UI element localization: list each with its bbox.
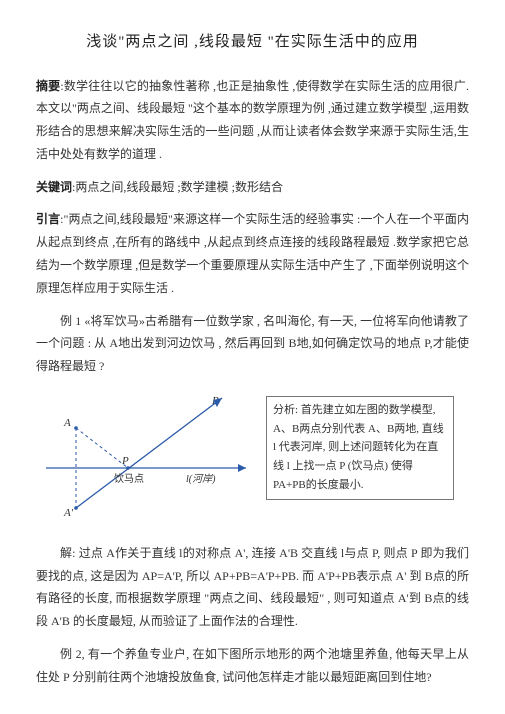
analysis-text: : 首先建立如左图的数学模型, A、B两点分别代表 A、B两地, 直线 l 代表… — [273, 404, 444, 491]
intro-block: 引言:"两点之间,线段最短"来源这样一个实际生活的经验事实 :一个人在一个平面内… — [36, 208, 469, 299]
page-title: 浅谈"两点之间 ,线段最短 "在实际生活中的应用 — [36, 28, 469, 57]
geometry-diagram-svg: A A' B P 饮马点 l(河岸) — [36, 390, 256, 520]
keywords-block: 关键词:两点之间,线段最短 ;数学建模 ;数形结合 — [36, 176, 469, 199]
abstract-text: :数学往往以它的抽象性著称 ,也正是抽象性 ,使得数学在实际生活的应用很广.本文… — [36, 79, 469, 161]
example2-text: 例 2, 有一个养鱼专业户, 在如下图所示地形的两个池塘里养鱼, 他每天早上从住… — [36, 647, 469, 684]
example1-block: 例 1 «将军饮马»古希腊有一位数学家 , 名叫海伦, 有一天, 一位将军向他请… — [36, 310, 469, 378]
river-arrowhead-icon — [238, 464, 246, 472]
label-river: l(河岸) — [186, 473, 216, 485]
abstract-label: 摘要 — [36, 79, 60, 93]
diagram: A A' B P 饮马点 l(河岸) — [36, 390, 256, 528]
abstract-block: 摘要:数学往往以它的抽象性著称 ,也正是抽象性 ,使得数学在实际生活的应用很广.… — [36, 75, 469, 166]
analysis-label: 分析 — [273, 404, 295, 416]
label-drink: 饮马点 — [114, 472, 144, 485]
solution-text: 解: 过点 A作关于直线 l的对称点 A', 连接 A'B 交直线 l与点 P,… — [36, 546, 469, 628]
keywords-label: 关键词 — [36, 180, 72, 194]
line-aprime-b — [76, 398, 222, 508]
label-a-prime: A' — [63, 507, 74, 519]
label-a: A — [63, 417, 71, 429]
figure-row: A A' B P 饮马点 l(河岸) 分析: 首先建立如左图的数学模型, A、B… — [36, 390, 469, 528]
dash-a-p — [76, 428, 128, 468]
label-p: P — [121, 455, 129, 467]
analysis-box: 分析: 首先建立如左图的数学模型, A、B两点分别代表 A、B两地, 直线 l … — [266, 396, 454, 499]
example1-text: 例 1 «将军饮马»古希腊有一位数学家 , 名叫海伦, 有一天, 一位将军向他请… — [36, 314, 469, 374]
intro-label: 引言 — [36, 212, 60, 226]
intro-text: :"两点之间,线段最短"来源这样一个实际生活的经验事实 :一个人在一个平面内从起… — [36, 212, 469, 294]
example2-block: 例 2, 有一个养鱼专业户, 在如下图所示地形的两个池塘里养鱼, 他每天早上从住… — [36, 643, 469, 689]
solution-block: 解: 过点 A作关于直线 l的对称点 A', 连接 A'B 交直线 l与点 P,… — [36, 542, 469, 633]
keywords-text: :两点之间,线段最短 ;数学建模 ;数形结合 — [72, 180, 283, 194]
